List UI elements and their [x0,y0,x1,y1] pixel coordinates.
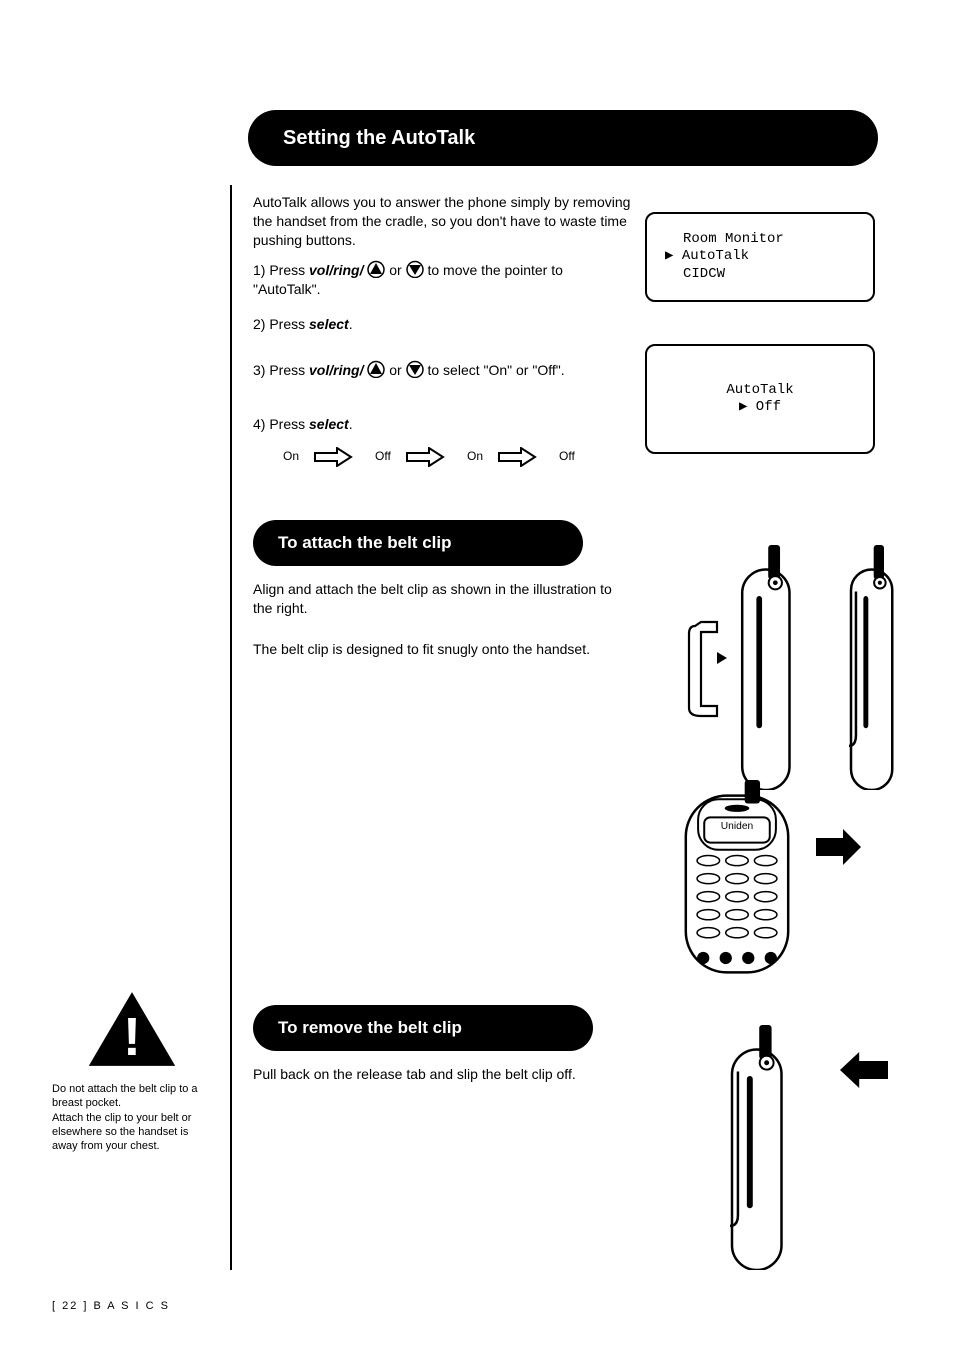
subheader-attach-text: To attach the belt clip [278,533,451,553]
lcd-line: ▶ AutoTalk [657,248,863,266]
svg-text:Uniden: Uniden [721,821,754,832]
up-triangle-icon [370,363,382,374]
phone-illustration-d [714,1025,804,1270]
step1-hint: vol/ring/ [309,262,363,278]
step-3: 3) Press vol/ring/ or to select "On" or … [253,360,633,380]
vertical-divider [230,185,232,1270]
step1-prefix: 1) Press [253,262,305,278]
down-triangle-icon [409,265,421,275]
up-triangle-icon [370,263,382,274]
belt-clip-illustration [687,620,729,720]
phone-illustration-b [836,545,911,790]
warning-text: Do not attach the belt clip to a breast … [52,1082,217,1153]
outline-arrow-right-icon [313,447,353,467]
header-pill: Setting the AutoTalk [248,110,878,166]
page-number: [ 22 ] B A S I C S [52,1300,170,1312]
remove-body: Pull back on the release tab and slip th… [253,1065,633,1084]
step3-prefix: 3) Press [253,362,305,378]
attach-body: Align and attach the belt clip as shown … [253,580,613,618]
step-1: 1) Press vol/ring/ or to move the pointe… [253,260,633,299]
lcd-line: ▶ Off [657,399,863,417]
svg-text:!: ! [123,1007,141,1067]
arrow-left-icon [840,1052,888,1088]
step3-mid: or [389,362,401,378]
lcd-screen-1: Room Monitor▶ AutoTalkCIDCW [645,212,875,302]
phone-illustration-c: Uniden [673,780,801,976]
step-2: 2) Press select. [253,315,353,334]
outline-arrow-right-icon [405,447,445,467]
step1-mid: or [389,262,401,278]
subheader-remove-text: To remove the belt clip [278,1018,462,1038]
phone-illustration-a [725,545,811,790]
step4-text: 4) Press select. [253,416,353,432]
step3-hint: vol/ring/ [309,362,363,378]
flow-item: On [467,449,483,463]
flow-item: On [283,449,299,463]
subheader-remove: To remove the belt clip [253,1005,593,1051]
lcd-screen-2: AutoTalk▶ Off [645,344,875,454]
lcd-line: AutoTalk [657,382,863,400]
down-triangle-icon [409,365,421,375]
arrow-right-icon [816,829,861,865]
header-pill-text: Setting the AutoTalk [283,127,475,150]
lcd-line: Room Monitor [657,231,863,249]
flow-item: Off [375,449,391,463]
warning-triangle-icon: ! [87,990,177,1068]
attach-note: The belt clip is designed to fit snugly … [253,640,613,659]
step-4: 4) Press select. [253,415,353,434]
intro-text: AutoTalk allows you to answer the phone … [253,193,633,250]
lcd-line: CIDCW [657,266,863,284]
flow-item: Off [559,449,575,463]
step2-text: 2) Press select. [253,316,353,332]
subheader-attach: To attach the belt clip [253,520,583,566]
step3-suffix: to select "On" or "Off". [427,362,564,378]
outline-arrow-right-icon [497,447,537,467]
